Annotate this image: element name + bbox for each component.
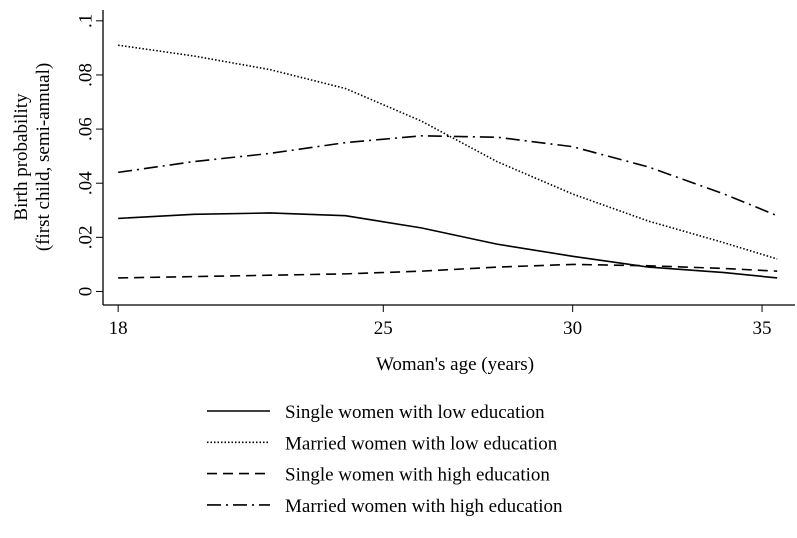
x-tick-label: 25 bbox=[374, 318, 393, 339]
series-line bbox=[118, 44, 778, 260]
series-line bbox=[118, 135, 778, 217]
y-axis-title: Birth probability bbox=[11, 93, 32, 221]
y-tick-label: .02 bbox=[75, 225, 96, 249]
y-tick-label: .1 bbox=[75, 14, 96, 28]
legend-label: Single women with low education bbox=[285, 402, 545, 423]
series-line bbox=[118, 263, 778, 279]
x-tick-label: 30 bbox=[563, 318, 582, 339]
x-tick-label: 35 bbox=[753, 318, 772, 339]
x-axis-title: Woman's age (years) bbox=[376, 354, 534, 375]
y-tick-label: .04 bbox=[75, 171, 96, 195]
legend-label: Married women with low education bbox=[285, 433, 558, 454]
legend-label: Married women with high education bbox=[285, 496, 563, 517]
x-tick-label: 18 bbox=[109, 318, 128, 339]
legend-label: Single women with high education bbox=[285, 465, 550, 486]
y-tick-label: 0 bbox=[75, 287, 96, 297]
y-tick-label: .06 bbox=[75, 117, 96, 141]
y-axis-title: (first child, semi-annual) bbox=[33, 63, 54, 251]
series-line bbox=[118, 212, 778, 279]
y-tick-label: .08 bbox=[75, 63, 96, 87]
